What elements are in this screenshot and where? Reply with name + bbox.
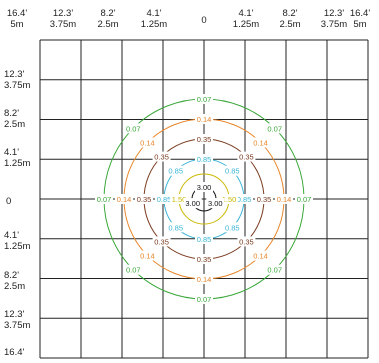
contour-label-background [135,194,153,204]
contour-label: 0.35 [239,153,254,162]
contour-label-background [195,154,213,164]
contour-label-background [251,250,270,261]
contour-label: 0.35 [197,255,212,264]
x-tick-label: 12.3' 3.75m [49,8,77,30]
contour-label-background [115,194,133,204]
x-tick-label: 16.4' 5m [349,8,371,30]
contour-label: 0.14 [253,138,268,147]
contour-label: 0.35 [257,195,272,204]
contour-label-background [275,194,293,204]
contour-label: 3.00 [185,199,200,208]
y-tick-label: 0 [6,196,12,207]
contour-label: 3.00 [208,199,223,208]
contour-label-background [195,234,213,244]
contour-label-background [195,134,213,144]
contour-label: 0.14 [277,195,292,204]
x-tick-label: 16.4' 5m [6,8,28,30]
contour-label: 1.50 [172,195,187,204]
contour-label-background [237,236,256,247]
x-tick-label: 8.2' 2.5m [97,8,119,30]
contour-label-background [166,165,185,176]
contour-label-background [138,137,157,148]
y-tick-label: 8.2' 2.5m [4,108,26,130]
contour-label: 1.50 [222,195,237,204]
x-tick-label: 12.3' 3.75m [320,8,348,30]
contour-label-background [152,151,171,162]
contour-label-background [237,151,256,162]
contour-label-background [183,198,202,209]
contour-label-background [195,182,213,192]
contour-label-background [152,236,171,247]
y-tick-label: 16.4' [4,347,25,358]
y-tick-label: 4.1' 1.25m [4,230,31,252]
contour-label-background [138,250,157,261]
contour-label-background [265,123,284,134]
x-tick-label: 4.1' 1.25m [232,8,260,30]
contour-label: 0.85 [168,167,183,176]
contour-label: 0.14 [197,275,212,284]
contour-label: 0.14 [197,115,212,124]
contour-label-background [195,94,213,104]
contour-label-background [206,198,225,209]
x-tick-label: 4.1' 1.25m [140,8,168,30]
contour-label-background [195,254,213,264]
contour-label-background [255,194,273,204]
contour-label-background [251,137,270,148]
contour-label: 0.85 [157,195,172,204]
y-tick-label: 4.1' 1.25m [4,147,31,169]
contour-label: 0.07 [97,195,112,204]
contour-label: 0.14 [140,252,155,261]
contour-label: 0.35 [239,237,254,246]
contour-label-background [223,222,242,233]
contour-label-background [170,194,188,204]
contour-label-background [155,194,173,204]
contour-label-background [265,264,284,275]
contour-label: 0.85 [225,223,240,232]
contour-label-background [195,294,213,304]
contour-label: 0.07 [197,295,212,304]
contour-labels: 0.07 0.07 0.07 0.07 0.07 0.07 0.07 0.07 0.14 0.14… [95,94,313,304]
contour-label: 0.85 [197,235,212,244]
contour-label-background [235,194,253,204]
contour-label: 0.07 [197,95,212,104]
contour-label: 0.35 [154,237,169,246]
contour-label: 0.85 [225,167,240,176]
contour-label-background [295,194,313,204]
contour-label: 0.85 [237,195,252,204]
contour-label: 3.00 [197,183,212,192]
x-tick-label: 0 [201,15,207,26]
contour-label-background [220,194,238,204]
contour-label: 0.07 [267,266,282,275]
contour-label-background [166,222,185,233]
y-tick-label: 8.2' 2.5m [4,270,26,292]
contour-label: 0.85 [168,223,183,232]
contour-label-background [223,165,242,176]
x-tick-label: 8.2' 2.5m [279,8,301,30]
contour-label: 0.07 [267,124,282,133]
contour-label: 0.07 [126,266,141,275]
contour-label-background [195,274,213,284]
contour-label-background [95,194,113,204]
contour-label: 0.14 [117,195,132,204]
contour-label: 0.14 [140,138,155,147]
contour-label: 0.07 [297,195,312,204]
contour-label: 0.14 [253,252,268,261]
contour-label-background [195,114,213,124]
contour-label-background [124,123,143,134]
contour-label: 0.07 [126,124,141,133]
y-tick-label: 12.3' 3.75m [4,309,31,331]
y-tick-label: 12.3' 3.75m [4,69,31,91]
grid [39,39,369,359]
contour-label: 0.85 [197,155,212,164]
contour-label: 0.35 [137,195,152,204]
contour-label: 0.35 [154,153,169,162]
contour-label: 0.35 [197,135,212,144]
contour-label-background [124,264,143,275]
